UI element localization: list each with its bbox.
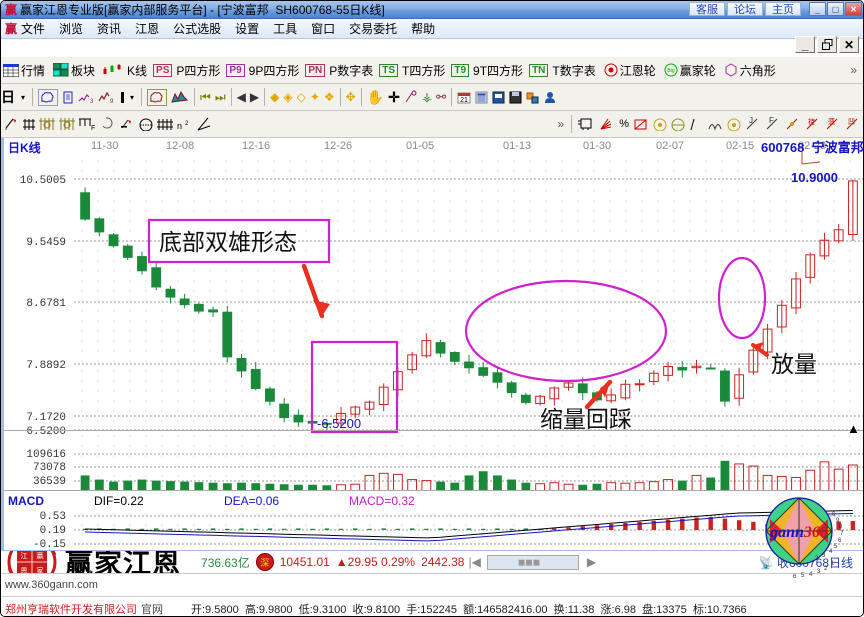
svg-text:36539: 36539 xyxy=(33,476,66,488)
svg-text:gann360: gann360 xyxy=(769,524,828,541)
svg-text:0.19: 0.19 xyxy=(40,525,66,537)
svg-text:9: 9 xyxy=(110,99,114,104)
svg-text:n: n xyxy=(177,121,182,131)
svg-text:江: 江 xyxy=(21,552,28,560)
svg-text:裢: 裢 xyxy=(808,117,815,126)
svg-text:0.53: 0.53 xyxy=(40,511,66,523)
svg-text:7.8892: 7.8892 xyxy=(26,360,66,372)
svg-text:2: 2 xyxy=(185,121,189,127)
svg-text:8.6781: 8.6781 xyxy=(26,298,66,310)
svg-text:73078: 73078 xyxy=(33,462,66,474)
svg-text:-0.15: -0.15 xyxy=(33,539,66,550)
svg-text:F: F xyxy=(769,117,774,125)
svg-text:Big: Big xyxy=(667,68,674,74)
svg-text:F: F xyxy=(91,125,95,131)
svg-text:109616: 109616 xyxy=(26,449,66,461)
svg-text:21: 21 xyxy=(460,97,468,104)
svg-text:赢: 赢 xyxy=(37,551,44,560)
svg-text:9.5459: 9.5459 xyxy=(26,237,66,249)
svg-text:凹: 凹 xyxy=(848,118,855,126)
svg-text:J: J xyxy=(749,117,753,125)
svg-text:薀: 薀 xyxy=(828,117,835,126)
svg-text:10.5005: 10.5005 xyxy=(20,175,66,187)
svg-text:3: 3 xyxy=(90,99,94,104)
svg-text:家: 家 xyxy=(37,566,44,573)
svg-text:7.1720: 7.1720 xyxy=(26,412,66,424)
